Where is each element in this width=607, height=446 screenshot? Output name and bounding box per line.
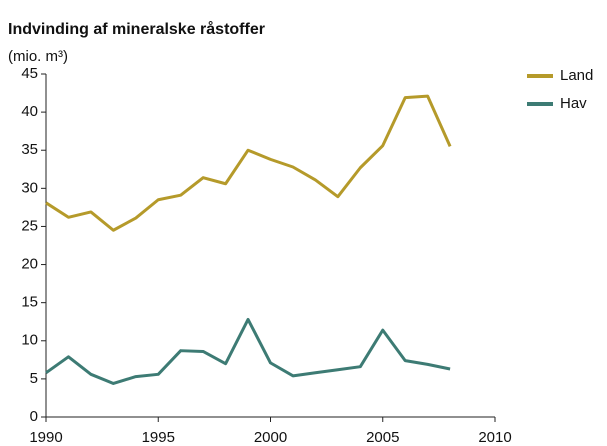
y-tick-label: 30 [21, 179, 38, 196]
y-tick-label: 20 [21, 256, 38, 273]
data-line [45, 317, 451, 385]
chart-title: Indvinding af mineralske råstoffer [8, 20, 265, 38]
x-tick-label: 2000 [254, 429, 287, 446]
x-tick-label: 2005 [366, 429, 399, 446]
y-tick-label: 25 [21, 217, 38, 234]
y-tick-label: 45 [21, 65, 38, 82]
y-tick-label: 15 [21, 294, 38, 311]
x-tick-label: 2010 [478, 429, 511, 446]
y-tick-label: 40 [21, 103, 38, 120]
y-tick-label: 10 [21, 332, 38, 349]
y-tick-label: 5 [30, 370, 38, 387]
x-tick-label: 1990 [29, 429, 62, 446]
legend-label: Hav [560, 95, 587, 112]
legend-label: Land [560, 67, 593, 84]
y-tick-label: 35 [21, 141, 38, 158]
data-line [45, 94, 452, 232]
chart-subtitle: (mio. m³) [8, 48, 68, 65]
y-tick-label: 0 [30, 408, 38, 425]
x-tick-label: 1995 [142, 429, 175, 446]
